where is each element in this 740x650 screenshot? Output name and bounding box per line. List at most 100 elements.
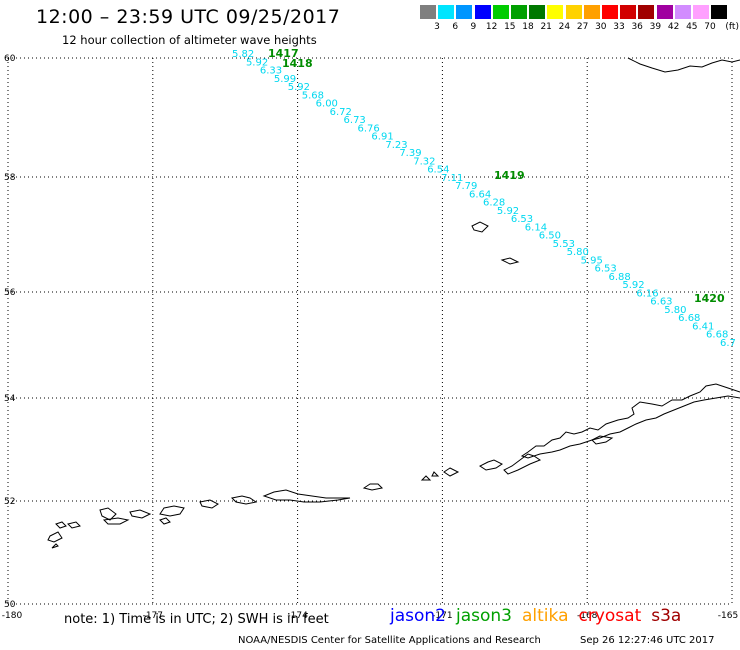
wave-height-label: 6.53 xyxy=(511,214,533,225)
scale-swatch xyxy=(438,5,455,19)
wave-height-label: 6.68 xyxy=(706,330,728,341)
wave-height-label: 5.80 xyxy=(567,247,589,258)
scale-unit: (ft) xyxy=(725,22,739,32)
scale-label: 33 xyxy=(613,22,625,32)
amchitka-island xyxy=(102,517,130,525)
wave-height-label: 6.63 xyxy=(650,297,672,308)
scale-label: 36 xyxy=(631,22,643,32)
satellite-legend-item: altika xyxy=(522,606,569,626)
wave-height-label: 5.80 xyxy=(664,305,686,316)
scale-label: 27 xyxy=(576,22,589,32)
lon-tick-label: -165 xyxy=(718,611,738,621)
scale-label: 3 xyxy=(434,22,440,32)
wave-height-label: 7.39 xyxy=(399,148,421,159)
wave-height-label: 6.50 xyxy=(539,231,561,242)
lon-tick-label: -171 xyxy=(432,611,452,621)
wave-height-label: 6.76 xyxy=(357,123,379,134)
satellite-legend-item: jason2 xyxy=(390,606,446,626)
scale-swatch xyxy=(583,5,600,19)
adak-island xyxy=(199,499,219,509)
scale-label: 6 xyxy=(452,22,459,32)
coastline xyxy=(47,57,740,549)
scale-swatch xyxy=(656,5,673,19)
satellite-legend-item: jason3 xyxy=(456,606,512,626)
wave-height-label: 6.73 xyxy=(344,115,366,126)
wave-height-label: 5.68 xyxy=(302,90,324,101)
pass-time-label: 1419 xyxy=(494,169,525,182)
page-title: 12:00 – 23:59 UTC 09/25/2017 xyxy=(36,6,341,28)
st-george-island xyxy=(500,257,520,265)
mainland-coast xyxy=(627,57,740,73)
scale-label: 21 xyxy=(540,22,552,32)
wave-height-label: 6.7 xyxy=(720,338,736,349)
wave-height-label: 6.53 xyxy=(595,264,617,275)
lat-tick-label: 54 xyxy=(4,394,16,404)
pass-time-label: 1420 xyxy=(694,292,725,305)
scale-label: 24 xyxy=(558,22,571,32)
wave-height-label: 6.28 xyxy=(483,198,505,209)
near-island-2 xyxy=(67,521,81,529)
wave-height-label: 7.79 xyxy=(455,181,477,192)
satellite-track-labels: 5.825.926.335.995.925.686.006.726.736.76… xyxy=(232,47,736,349)
alaska-peninsula-coast xyxy=(520,383,740,459)
kiska-island xyxy=(99,507,117,521)
wave-height-label: 7.23 xyxy=(385,140,407,151)
lat-tick-label: 52 xyxy=(4,497,15,507)
wave-height-label: 6.16 xyxy=(636,288,658,299)
lat-tick-label: 50 xyxy=(4,600,16,610)
scale-swatch xyxy=(529,5,546,19)
wave-height-label: 5.53 xyxy=(553,239,575,250)
wave-height-label: 6.64 xyxy=(469,189,491,200)
scale-label: 18 xyxy=(522,22,534,32)
scale-swatch xyxy=(674,5,691,19)
scale-swatch xyxy=(620,5,637,19)
scale-label: 42 xyxy=(667,22,680,32)
wave-height-label: 5.92 xyxy=(246,57,268,68)
scale-label: 15 xyxy=(504,22,516,32)
tanaga-island xyxy=(159,505,185,517)
scale-label: 39 xyxy=(649,22,662,32)
satellite-legend-item: cryosat xyxy=(578,606,642,626)
lon-tick-label: -174 xyxy=(287,611,308,621)
wave-height-label: 5.92 xyxy=(288,82,310,93)
andreanof-islands xyxy=(230,495,258,505)
pass-time-label: 1417 xyxy=(268,47,299,60)
wave-height-label: 6.91 xyxy=(371,132,393,143)
lon-tick-label: -177 xyxy=(143,611,163,621)
wave-height-label: 6.14 xyxy=(525,222,547,233)
amlia-island xyxy=(362,483,384,491)
lon-tick-label: -168 xyxy=(577,611,598,621)
pass-time-label: 1418 xyxy=(282,57,313,70)
scale-swatch xyxy=(456,5,473,19)
wave-height-label: 6.33 xyxy=(260,66,282,77)
wave-height-label: 7.32 xyxy=(413,156,435,167)
scale-swatch xyxy=(420,5,436,19)
scale-label: 12 xyxy=(485,22,498,32)
islet-1 xyxy=(420,475,432,481)
page-subtitle: 12 hour collection of altimeter wave hei… xyxy=(62,33,317,47)
scale-swatch xyxy=(492,5,509,19)
unimak-island xyxy=(503,453,542,475)
footnote: note: 1) Time is in UTC; 2) SWH is in fe… xyxy=(64,612,329,627)
wave-height-label: 6.00 xyxy=(316,99,338,110)
wave-height-label: 5.95 xyxy=(581,255,603,266)
attu-islet xyxy=(51,543,59,549)
lon-tick-label: -180 xyxy=(2,611,23,621)
wave-height-label: 5.92 xyxy=(622,280,644,291)
wave-height-label: 6.41 xyxy=(692,321,714,332)
map-grid xyxy=(7,57,733,605)
wave-height-label: 6.72 xyxy=(330,107,352,118)
scale-swatch xyxy=(547,5,564,19)
scale-swatch xyxy=(693,5,709,19)
scale-swatch xyxy=(511,5,527,19)
umnak-island xyxy=(479,459,503,471)
near-island-1 xyxy=(55,521,67,529)
scale-swatch xyxy=(638,5,655,19)
satellite-legend-item: s3a xyxy=(651,606,682,626)
lat-tick-label: 56 xyxy=(4,288,16,298)
scale-swatch xyxy=(711,5,728,19)
attu-island xyxy=(47,531,63,543)
semisopochnoi-island xyxy=(159,517,171,525)
islands-of-four-mountains xyxy=(443,467,460,477)
